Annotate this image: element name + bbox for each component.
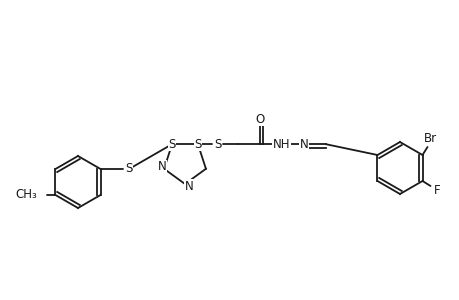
Text: CH₃: CH₃ [16, 188, 37, 202]
Text: N: N [184, 179, 193, 193]
Text: S: S [194, 138, 201, 151]
Text: S: S [168, 138, 175, 151]
Text: Br: Br [423, 133, 436, 146]
Text: S: S [124, 163, 132, 176]
Text: N: N [157, 160, 166, 173]
Text: NH: NH [273, 138, 290, 151]
Text: F: F [433, 184, 440, 197]
Text: S: S [214, 138, 221, 151]
Text: O: O [255, 113, 264, 126]
Text: N: N [299, 138, 308, 151]
